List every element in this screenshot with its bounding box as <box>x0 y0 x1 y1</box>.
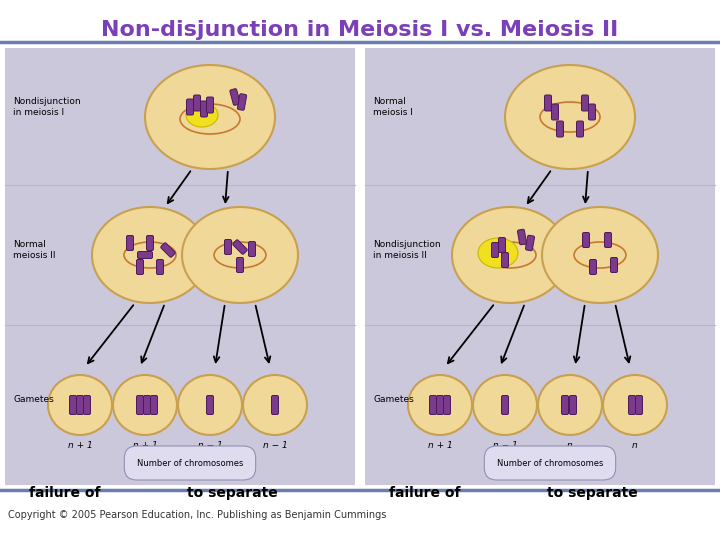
Ellipse shape <box>538 375 602 435</box>
Ellipse shape <box>542 207 658 303</box>
Bar <box>5 48 355 485</box>
FancyBboxPatch shape <box>137 260 143 274</box>
FancyBboxPatch shape <box>544 95 552 111</box>
FancyBboxPatch shape <box>526 235 534 251</box>
FancyBboxPatch shape <box>562 395 569 415</box>
Text: Nondisjunction
in meiosis I: Nondisjunction in meiosis I <box>13 97 81 117</box>
FancyBboxPatch shape <box>444 395 451 415</box>
FancyBboxPatch shape <box>271 395 279 415</box>
FancyBboxPatch shape <box>194 95 200 111</box>
FancyBboxPatch shape <box>137 395 143 415</box>
Text: Copyright © 2005 Pearson Education, Inc. Publishing as Benjamin Cummings: Copyright © 2005 Pearson Education, Inc.… <box>8 510 387 520</box>
FancyBboxPatch shape <box>552 104 559 120</box>
Text: n + 1: n + 1 <box>428 441 452 449</box>
FancyBboxPatch shape <box>436 395 444 415</box>
FancyBboxPatch shape <box>238 94 247 110</box>
Text: n: n <box>567 441 573 449</box>
FancyBboxPatch shape <box>248 241 256 256</box>
Ellipse shape <box>505 65 635 169</box>
FancyBboxPatch shape <box>233 240 247 254</box>
Text: n + 1: n + 1 <box>132 441 158 449</box>
FancyBboxPatch shape <box>629 395 636 415</box>
Text: Normal
meiosis I: Normal meiosis I <box>373 97 413 117</box>
FancyBboxPatch shape <box>577 121 583 137</box>
Text: to separate: to separate <box>187 486 278 500</box>
Text: n − 1: n − 1 <box>263 441 287 449</box>
FancyBboxPatch shape <box>207 395 214 415</box>
Text: failure of: failure of <box>29 486 100 500</box>
Text: Number of chromosomes: Number of chromosomes <box>137 458 243 468</box>
Ellipse shape <box>182 207 298 303</box>
FancyBboxPatch shape <box>590 260 596 274</box>
FancyBboxPatch shape <box>498 238 505 253</box>
Ellipse shape <box>178 375 242 435</box>
Ellipse shape <box>408 375 472 435</box>
FancyBboxPatch shape <box>605 233 611 247</box>
Ellipse shape <box>186 103 218 127</box>
FancyBboxPatch shape <box>186 99 194 115</box>
Text: Gametes: Gametes <box>13 395 54 404</box>
Text: failure of: failure of <box>389 486 460 500</box>
FancyBboxPatch shape <box>230 89 240 105</box>
Ellipse shape <box>473 375 537 435</box>
FancyBboxPatch shape <box>430 395 436 415</box>
FancyBboxPatch shape <box>200 101 207 117</box>
Text: n: n <box>632 441 638 449</box>
Text: Nondisjunction
in meiosis II: Nondisjunction in meiosis II <box>373 240 441 260</box>
FancyBboxPatch shape <box>150 395 158 415</box>
Ellipse shape <box>243 375 307 435</box>
FancyBboxPatch shape <box>138 252 153 259</box>
FancyBboxPatch shape <box>161 243 175 257</box>
FancyBboxPatch shape <box>143 395 150 415</box>
Ellipse shape <box>48 375 112 435</box>
FancyBboxPatch shape <box>76 395 84 415</box>
Ellipse shape <box>603 375 667 435</box>
Text: Gametes: Gametes <box>373 395 414 404</box>
Ellipse shape <box>92 207 208 303</box>
FancyBboxPatch shape <box>127 235 133 251</box>
FancyBboxPatch shape <box>570 395 577 415</box>
Text: n − 1: n − 1 <box>197 441 222 449</box>
FancyBboxPatch shape <box>236 258 243 273</box>
FancyBboxPatch shape <box>582 95 588 111</box>
FancyBboxPatch shape <box>492 242 498 258</box>
Text: n − 1: n − 1 <box>492 441 518 449</box>
FancyBboxPatch shape <box>588 104 595 120</box>
FancyBboxPatch shape <box>70 395 76 415</box>
Bar <box>365 48 715 485</box>
FancyBboxPatch shape <box>636 395 642 415</box>
FancyBboxPatch shape <box>146 235 153 251</box>
FancyBboxPatch shape <box>611 258 618 273</box>
Ellipse shape <box>113 375 177 435</box>
FancyBboxPatch shape <box>557 121 564 137</box>
FancyBboxPatch shape <box>207 97 214 113</box>
Text: Non-disjunction in Meiosis I vs. Meiosis II: Non-disjunction in Meiosis I vs. Meiosis… <box>102 20 618 40</box>
Text: to separate: to separate <box>547 486 638 500</box>
FancyBboxPatch shape <box>518 229 526 245</box>
FancyBboxPatch shape <box>502 395 508 415</box>
FancyBboxPatch shape <box>225 240 232 254</box>
FancyBboxPatch shape <box>582 233 590 247</box>
Text: Normal
meiosis II: Normal meiosis II <box>13 240 55 260</box>
FancyBboxPatch shape <box>502 253 508 267</box>
Text: Number of chromosomes: Number of chromosomes <box>497 458 603 468</box>
Text: n + 1: n + 1 <box>68 441 92 449</box>
Ellipse shape <box>452 207 568 303</box>
Ellipse shape <box>145 65 275 169</box>
Ellipse shape <box>478 238 518 268</box>
FancyBboxPatch shape <box>84 395 91 415</box>
FancyBboxPatch shape <box>156 260 163 274</box>
